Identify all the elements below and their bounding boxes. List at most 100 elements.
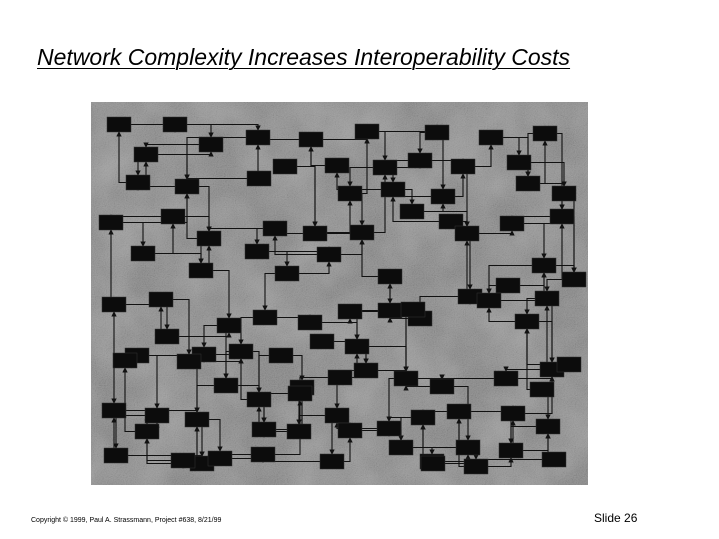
network-node	[495, 277, 521, 294]
network-link	[272, 235, 317, 256]
network-node	[196, 230, 222, 247]
network-node	[424, 124, 450, 141]
network-node	[170, 452, 196, 469]
network-node	[162, 116, 188, 133]
network-node	[112, 352, 138, 369]
network-link	[158, 151, 214, 157]
network-link	[238, 316, 253, 345]
network-link	[187, 123, 261, 131]
network-node	[245, 129, 271, 146]
network-node	[551, 185, 577, 202]
network-node	[327, 369, 353, 386]
network-node	[354, 123, 380, 140]
network-node	[101, 402, 127, 419]
network-link	[479, 230, 515, 236]
network-node	[500, 405, 526, 422]
network-link	[486, 307, 515, 323]
network-node	[463, 458, 489, 475]
network-node	[324, 407, 350, 424]
slide-title: Network Complexity Increases Interoperab…	[37, 44, 571, 70]
network-node	[228, 343, 254, 360]
network-node	[532, 125, 558, 142]
network-link	[293, 354, 305, 381]
network-node	[130, 245, 156, 262]
network-node	[450, 158, 476, 175]
copyright-notice: Copyright © 1999, Paul A. Strassmann, Pr…	[31, 517, 222, 524]
network-link	[223, 350, 229, 379]
network-node	[514, 313, 540, 330]
network-node	[377, 268, 403, 285]
network-node	[377, 302, 403, 319]
network-node	[388, 439, 414, 456]
network-node	[349, 224, 375, 241]
network-node	[344, 338, 370, 355]
network-node	[319, 453, 345, 470]
network-node	[515, 175, 541, 192]
network-node	[286, 423, 312, 440]
network-node	[98, 214, 124, 231]
network-node	[125, 174, 151, 191]
network-link	[463, 220, 470, 227]
network-node	[420, 455, 446, 472]
network-link	[359, 239, 378, 278]
network-link	[344, 437, 353, 463]
network-node	[376, 420, 402, 437]
network-node	[272, 158, 298, 175]
network-link	[540, 140, 548, 185]
network-node	[337, 185, 363, 202]
network-link	[238, 384, 262, 393]
network-node	[455, 439, 481, 456]
network-node	[144, 407, 170, 424]
network-node	[499, 215, 525, 232]
network-node	[244, 243, 270, 260]
network-node	[393, 370, 419, 387]
network-node	[556, 356, 582, 373]
network-node	[446, 403, 472, 420]
network-node	[506, 154, 532, 171]
network-link	[275, 400, 303, 456]
network-node	[188, 262, 214, 279]
network-node	[213, 377, 239, 394]
network-node	[251, 421, 277, 438]
network-node	[176, 353, 202, 370]
network-node	[407, 152, 433, 169]
network-node	[103, 447, 129, 464]
network-link	[201, 324, 217, 348]
network-node	[399, 203, 425, 220]
network-node	[430, 188, 456, 205]
network-node	[246, 170, 272, 187]
network-link	[116, 131, 126, 184]
network-node	[160, 208, 186, 225]
network-node	[101, 296, 127, 313]
network-node	[476, 292, 502, 309]
network-node	[498, 442, 524, 459]
network-node	[274, 265, 300, 282]
network-node	[316, 246, 342, 263]
network-node	[198, 136, 224, 153]
network-link	[524, 297, 535, 315]
network-link	[508, 425, 536, 444]
network-node	[353, 362, 379, 379]
network-node	[287, 385, 313, 402]
network-node	[561, 271, 587, 288]
network-link	[454, 385, 471, 441]
network-node	[535, 418, 561, 435]
network-node	[478, 129, 504, 146]
network-link	[213, 269, 232, 319]
network-node	[184, 411, 210, 428]
network-node	[309, 333, 335, 350]
network-node	[337, 303, 363, 320]
network-node	[529, 381, 555, 398]
network-node	[154, 328, 180, 345]
network-node	[429, 378, 455, 395]
network-node	[372, 159, 398, 176]
network-node	[298, 131, 324, 148]
network-node	[493, 370, 519, 387]
network-link	[206, 226, 287, 232]
network-node	[246, 391, 272, 408]
network-link	[143, 142, 199, 148]
network-node	[380, 181, 406, 198]
network-diagram	[91, 102, 588, 485]
network-node	[297, 314, 323, 331]
network-link	[347, 166, 373, 187]
